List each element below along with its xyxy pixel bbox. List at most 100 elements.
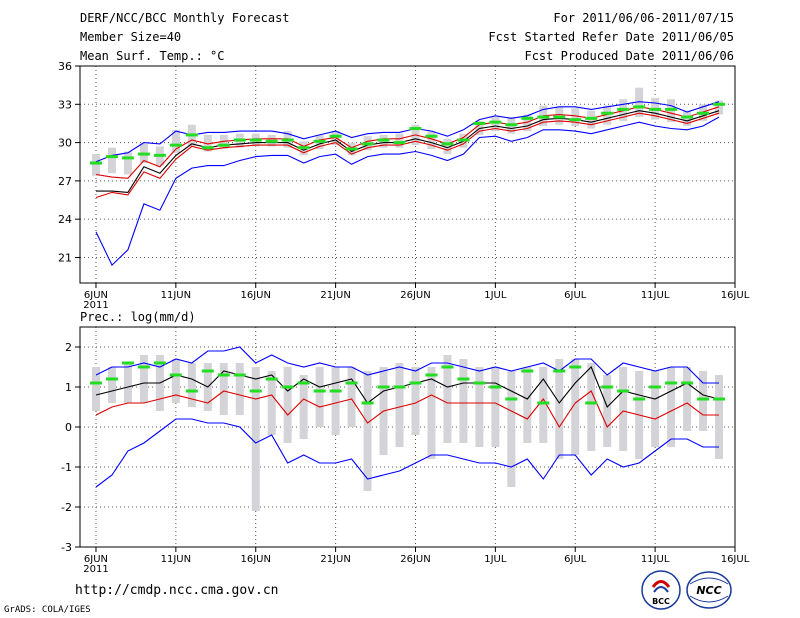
temp-observed-mark	[377, 138, 390, 142]
grads-credit: GrADS: COLA/IGES	[4, 605, 91, 615]
precip-xtick-label: 6JUL	[564, 554, 587, 565]
temp-xtick-label: 1JUL	[484, 290, 507, 301]
precip-observed-mark	[505, 397, 518, 401]
precip-observed-mark	[393, 385, 406, 389]
precip-series-control-run	[95, 390, 719, 429]
precip-observed-mark	[201, 369, 214, 373]
temp-observed-mark	[281, 138, 294, 142]
precip-observed-mark	[217, 373, 230, 377]
temp-observed-mark	[105, 155, 118, 159]
temp-observed-mark	[457, 138, 470, 142]
precip-spread-box	[283, 367, 292, 443]
precip-observed-mark	[473, 381, 486, 385]
temp-spread-box	[571, 108, 580, 126]
temp-spread-box	[443, 138, 452, 155]
precip-series-ensemble-max	[95, 346, 719, 384]
precip-observed-mark	[281, 385, 294, 389]
temp-observed-mark	[313, 139, 326, 143]
temp-xtick-label: 11JUL	[641, 290, 670, 301]
temp-spread-box	[395, 133, 404, 148]
precip-ytick-label: -2	[61, 501, 72, 514]
temp-spread-box	[91, 154, 100, 176]
precip-observed-mark	[153, 361, 166, 365]
member-size-label: Member Size=40	[80, 30, 182, 44]
temp-spread-box	[603, 105, 612, 125]
precip-spread-box	[459, 359, 468, 443]
temp-observed-mark	[217, 143, 230, 147]
precip-xtick-label: 26JUN	[400, 554, 430, 565]
precip-xtick-label: 16JUL	[721, 554, 750, 565]
temp-ytick-label: 24	[58, 213, 72, 226]
temp-observed-mark	[505, 123, 518, 127]
temp-frame	[79, 65, 736, 284]
precip-spread-box	[139, 355, 148, 403]
precip-observed-mark	[665, 381, 678, 385]
temp-xtick-label: 6JUL	[564, 290, 587, 301]
temp-observed-mark	[249, 138, 262, 142]
temp-series-ensemble-max	[95, 101, 720, 163]
temp-observed-mark	[601, 111, 614, 115]
precip-spread-box	[91, 367, 100, 411]
precip-spread-box	[619, 367, 628, 451]
precip-spread-box	[411, 367, 420, 435]
precip-series-ensemble-mean	[95, 366, 720, 408]
temp-observed-mark	[425, 134, 438, 138]
temp-observed-mark	[697, 111, 710, 115]
precip-observed-mark	[441, 365, 454, 369]
precip-ytick-label: 1	[65, 381, 72, 394]
temp-ytick-label: 36	[58, 60, 72, 73]
bcc-logo-text: BCC	[652, 597, 670, 606]
temp-observed-mark	[153, 153, 166, 157]
precip-spread-box	[363, 371, 372, 491]
temp-observed-mark	[713, 102, 726, 106]
precip-spread-box	[715, 375, 724, 459]
temp-series-ensemble-mean	[96, 110, 720, 193]
precip-spread-box	[315, 367, 324, 427]
precip-observed-mark	[137, 365, 150, 369]
precip-spread-box	[107, 367, 116, 403]
temp-ytick-label: 27	[58, 175, 72, 188]
precip-spread-box	[683, 367, 692, 431]
temp-observed-mark	[201, 146, 214, 150]
precip-xtick-label: 1JUL	[484, 554, 507, 565]
precip-spread-box	[699, 371, 708, 431]
temp-observed-mark	[521, 116, 534, 120]
temp-observed-mark	[329, 134, 342, 138]
precip-spread-box	[507, 371, 516, 487]
precip-spread-box	[395, 363, 404, 447]
precip-observed-mark	[537, 401, 550, 405]
precip-spread-box	[331, 367, 340, 435]
precip-spread-box	[555, 359, 564, 459]
temp-observed-mark	[185, 133, 198, 137]
temp-spread-box	[219, 134, 228, 149]
precip-observed-mark	[89, 381, 102, 385]
precip-xtick-label: 11JUN	[161, 554, 191, 565]
forecast-period-label: For 2011/06/06-2011/07/15	[553, 11, 734, 25]
temp-spread-box	[491, 117, 500, 132]
temp-observed-mark	[409, 127, 422, 131]
temp-spread-box	[523, 114, 532, 132]
precip-observed-mark	[649, 385, 662, 389]
temp-series-control-run	[95, 112, 720, 199]
precip-observed-mark	[185, 389, 198, 393]
temp-observed-mark	[393, 141, 406, 145]
temp-xtick-label: 16JUL	[721, 290, 750, 301]
precip-spread-box	[219, 363, 228, 415]
temp-observed-mark	[585, 116, 598, 120]
precip-xtick-label: 6JUN	[84, 554, 108, 565]
temp-observed-mark	[489, 120, 502, 124]
precip-spread-box	[491, 367, 500, 447]
precip-spread-box	[347, 367, 356, 427]
precip-ytick-label: -1	[61, 461, 72, 474]
precip-series-ensemble-min	[95, 418, 719, 488]
temp-observed-mark	[265, 139, 278, 143]
temp-observed-mark	[121, 156, 134, 160]
temp-observed-mark	[441, 142, 454, 146]
precip-spread-box	[123, 363, 132, 403]
precip-ytick-label: -3	[61, 541, 72, 554]
precip-spread-box	[187, 363, 196, 407]
precip-observed-mark	[297, 381, 310, 385]
variable-label: Mean Surf. Temp.: °C	[80, 49, 225, 63]
precip-spread-box	[571, 359, 580, 455]
precip-observed-mark	[105, 377, 118, 381]
